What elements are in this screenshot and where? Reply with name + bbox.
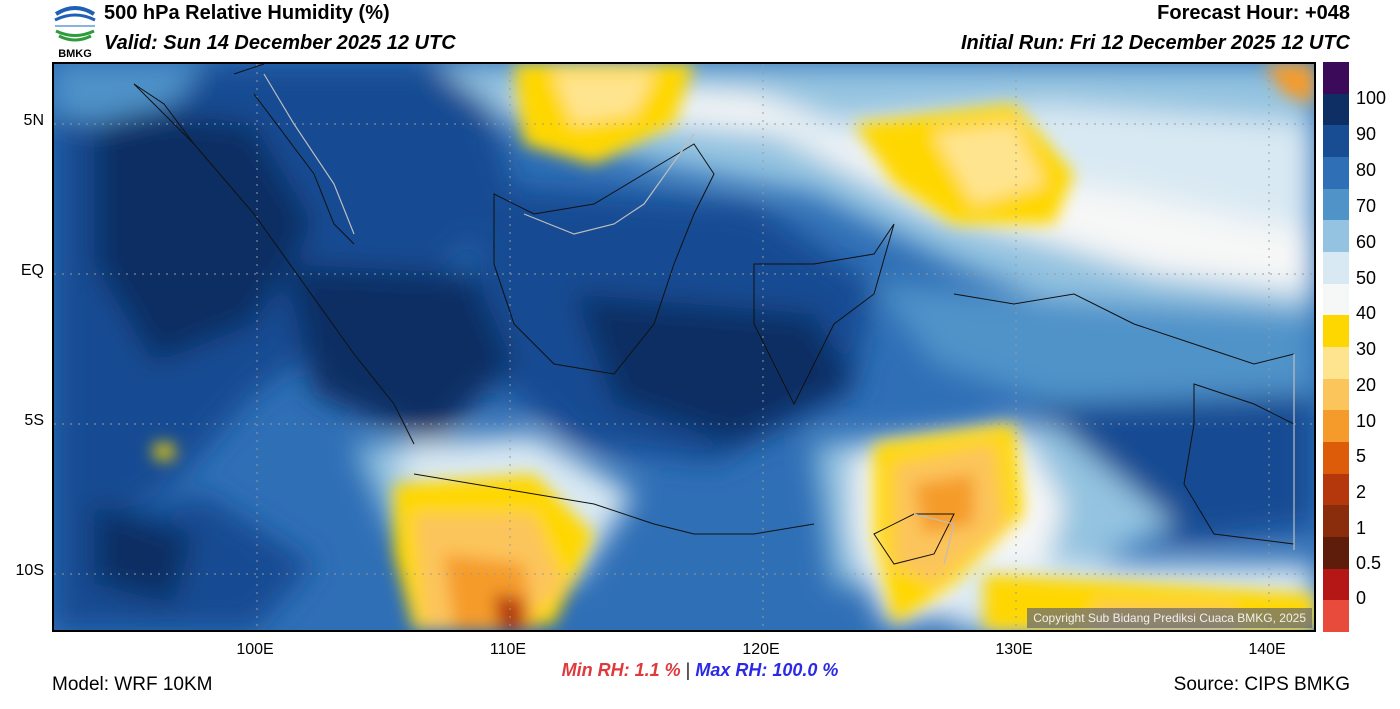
- colorbar-label: 90: [1356, 124, 1377, 144]
- model-label: Model: WRF 10KM: [52, 674, 213, 695]
- colorbar-segment: [1323, 536, 1349, 569]
- lat-label-10s: 10S: [15, 562, 44, 579]
- colorbar-label: 50: [1356, 268, 1377, 288]
- colorbar-label: 1: [1356, 518, 1367, 538]
- colorbar-segment: [1323, 315, 1349, 347]
- valid-time: Valid: Sun 14 December 2025 12 UTC: [104, 32, 456, 54]
- initial-run: Initial Run: Fri 12 December 2025 12 UTC: [960, 32, 1350, 54]
- colorbar-label: 70: [1356, 196, 1377, 216]
- lon-label-120e: 120E: [742, 641, 780, 658]
- colorbar-segment: [1323, 568, 1349, 601]
- colorbar-segment: [1323, 62, 1349, 94]
- colorbar-label: 0: [1356, 588, 1367, 608]
- colorbar-label: 80: [1356, 160, 1377, 180]
- min-max-separator: |: [685, 660, 691, 680]
- lat-label-5n: 5N: [23, 112, 44, 129]
- max-rh: Max RH: 100.0 %: [695, 660, 839, 680]
- map-title: 500 hPa Relative Humidity (%): [104, 2, 390, 24]
- colorbar-segment: [1323, 156, 1349, 189]
- colorbar-label: 60: [1356, 232, 1377, 252]
- lat-label-5s: 5S: [24, 412, 44, 429]
- source-label: Source: CIPS BMKG: [1173, 674, 1350, 695]
- colorbar-segment: [1323, 505, 1349, 537]
- colorbar-segment: [1323, 251, 1349, 284]
- colorbar-segment: [1323, 473, 1349, 506]
- colorbar-label: 5: [1356, 446, 1367, 466]
- colorbar-segment: [1323, 93, 1349, 126]
- logo-text: BMKG: [58, 48, 92, 60]
- min-max-rh: Min RH: 1.1 % | Max RH: 100.0 %: [0, 660, 1400, 681]
- lon-label-140e: 140E: [1248, 641, 1286, 658]
- colorbar-segment: [1323, 441, 1349, 474]
- country-borders: [263, 73, 1295, 565]
- lon-label-110e: 110E: [489, 641, 527, 658]
- coastlines: [133, 64, 1295, 565]
- min-rh: Min RH: 1.1 %: [561, 660, 681, 680]
- copyright-notice: Copyright Sub Bidang Prediksi Cuaca BMKG…: [1027, 608, 1312, 628]
- humidity-map: Copyright Sub Bidang Prediksi Cuaca BMKG…: [52, 62, 1316, 632]
- colorbar-label: 10: [1356, 411, 1377, 431]
- colorbar-segment: [1323, 410, 1349, 442]
- colorbar-label: 40: [1356, 303, 1377, 323]
- forecast-hour: Forecast Hour: +048: [1157, 2, 1350, 24]
- colorbar-segment: [1323, 600, 1349, 632]
- colorbar-label: 0.5: [1356, 553, 1382, 573]
- colorbar-label: 20: [1356, 375, 1377, 395]
- colorbar-label: 2: [1356, 482, 1367, 502]
- lon-label-100e: 100E: [236, 641, 274, 658]
- colorbar-segment: [1323, 220, 1349, 252]
- bmkg-logo: BMKG: [50, 0, 100, 60]
- humidity-field: [54, 64, 1314, 630]
- humidity-map-canvas: [54, 64, 1314, 630]
- colorbar: [1323, 62, 1349, 632]
- colorbar-label: 100: [1356, 88, 1387, 108]
- colorbar-label: 30: [1356, 339, 1377, 359]
- colorbar-segment: [1323, 346, 1349, 379]
- grid-lines: [54, 64, 1314, 630]
- lat-label-eq: EQ: [20, 262, 44, 279]
- colorbar-segment: [1323, 283, 1349, 316]
- lon-label-130e: 130E: [995, 641, 1033, 658]
- colorbar-segment: [1323, 188, 1349, 221]
- colorbar-segment: [1323, 378, 1349, 411]
- colorbar-segment: [1323, 125, 1349, 157]
